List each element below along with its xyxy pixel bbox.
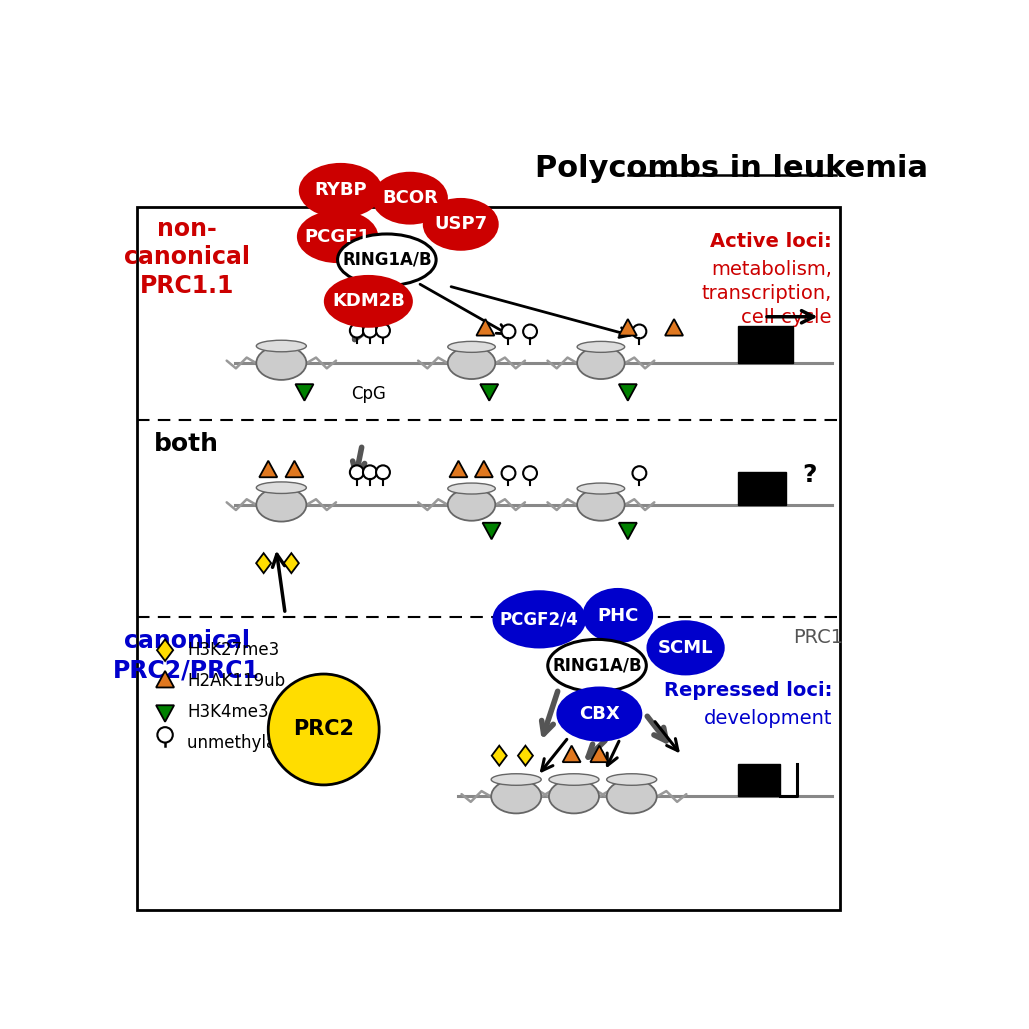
Polygon shape: [284, 554, 298, 573]
Text: ?: ?: [803, 463, 817, 488]
Circle shape: [363, 324, 377, 338]
Circle shape: [363, 465, 377, 480]
Polygon shape: [618, 319, 637, 335]
Ellipse shape: [558, 688, 641, 740]
Ellipse shape: [577, 489, 625, 521]
Text: PRC1: PRC1: [793, 628, 844, 646]
Ellipse shape: [256, 346, 307, 380]
Text: both: both: [154, 432, 219, 456]
Circle shape: [376, 465, 390, 480]
Polygon shape: [450, 461, 467, 477]
Text: H3K4me3: H3K4me3: [187, 703, 269, 720]
Polygon shape: [591, 746, 608, 762]
Ellipse shape: [300, 165, 381, 217]
Text: H3K27me3: H3K27me3: [187, 641, 280, 660]
Ellipse shape: [448, 483, 495, 494]
Text: PCGF2/4: PCGF2/4: [500, 610, 578, 629]
Polygon shape: [665, 319, 683, 335]
Ellipse shape: [338, 234, 436, 286]
Circle shape: [269, 674, 379, 785]
Text: metabolism,
transcription,
cell cycle: metabolism, transcription, cell cycle: [702, 259, 831, 327]
Text: CpG: CpG: [351, 385, 386, 402]
Ellipse shape: [607, 774, 657, 785]
Polygon shape: [481, 384, 498, 400]
Ellipse shape: [548, 780, 599, 813]
Ellipse shape: [548, 774, 599, 785]
Polygon shape: [256, 554, 272, 573]
Circle shape: [523, 324, 537, 339]
Circle shape: [501, 466, 516, 481]
Bar: [738, 472, 786, 504]
Circle shape: [633, 324, 646, 339]
Polygon shape: [618, 384, 637, 400]
Polygon shape: [483, 523, 500, 539]
Text: KDM2B: KDM2B: [332, 292, 404, 311]
Ellipse shape: [491, 780, 541, 813]
Polygon shape: [474, 461, 493, 477]
Text: PRC2: PRC2: [293, 719, 354, 740]
Text: canonical
PRC2/PRC1: canonical PRC2/PRC1: [113, 630, 260, 682]
Polygon shape: [157, 639, 173, 661]
Ellipse shape: [256, 341, 307, 352]
Text: Active loci:: Active loci:: [710, 233, 831, 251]
Text: development: development: [704, 709, 831, 729]
Text: USP7: USP7: [434, 215, 488, 234]
Text: SCML: SCML: [658, 639, 713, 657]
Circle shape: [350, 465, 363, 480]
Bar: [137, 207, 841, 910]
Text: H2AK119ub: H2AK119ub: [187, 672, 285, 690]
Text: non-
canonical
PRC1.1: non- canonical PRC1.1: [123, 217, 250, 298]
Polygon shape: [259, 461, 277, 477]
Ellipse shape: [325, 277, 412, 326]
Ellipse shape: [577, 483, 625, 494]
Ellipse shape: [424, 200, 497, 249]
Ellipse shape: [577, 347, 625, 379]
Polygon shape: [285, 461, 304, 477]
Polygon shape: [518, 746, 533, 766]
Circle shape: [350, 324, 363, 338]
Ellipse shape: [584, 590, 651, 642]
Circle shape: [376, 324, 390, 338]
Circle shape: [157, 728, 173, 743]
Ellipse shape: [448, 342, 495, 352]
Ellipse shape: [491, 774, 541, 785]
Text: RYBP: RYBP: [314, 181, 367, 200]
Text: Repressed loci:: Repressed loci:: [664, 681, 831, 700]
Text: PHC: PHC: [597, 606, 639, 625]
Ellipse shape: [448, 347, 495, 379]
Polygon shape: [295, 384, 314, 400]
Text: unmethylated CpG: unmethylated CpG: [187, 734, 344, 751]
Ellipse shape: [448, 489, 495, 521]
Text: Polycombs in leukemia: Polycombs in leukemia: [535, 153, 928, 182]
Ellipse shape: [494, 592, 584, 647]
Ellipse shape: [256, 488, 307, 522]
Bar: [738, 765, 780, 796]
Ellipse shape: [607, 780, 657, 813]
Polygon shape: [618, 523, 637, 539]
Text: RING1A/B: RING1A/B: [553, 657, 642, 675]
Text: RING1A/B: RING1A/B: [342, 251, 431, 269]
Polygon shape: [156, 705, 174, 721]
Ellipse shape: [374, 173, 447, 223]
Polygon shape: [156, 671, 174, 687]
Text: BCOR: BCOR: [382, 189, 438, 207]
Circle shape: [633, 466, 646, 481]
Polygon shape: [476, 319, 494, 335]
Circle shape: [523, 466, 537, 481]
Bar: [738, 326, 793, 363]
Polygon shape: [492, 746, 506, 766]
Ellipse shape: [648, 622, 723, 674]
Text: CBX: CBX: [579, 705, 619, 723]
Circle shape: [501, 324, 516, 339]
Polygon shape: [563, 746, 580, 762]
Ellipse shape: [547, 639, 646, 691]
Ellipse shape: [577, 342, 625, 352]
Ellipse shape: [298, 212, 377, 261]
Text: PCGF1: PCGF1: [305, 227, 370, 246]
Ellipse shape: [256, 482, 307, 494]
